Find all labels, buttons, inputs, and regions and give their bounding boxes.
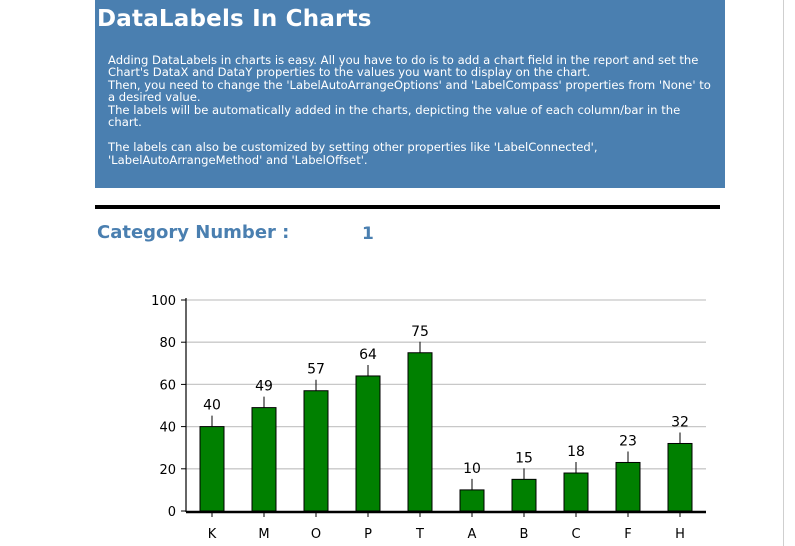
bar bbox=[563, 472, 589, 512]
description-paragraph: The labels will be automatically added i… bbox=[108, 102, 681, 130]
y-tick-label: 100 bbox=[151, 294, 176, 309]
x-tick-label: T bbox=[415, 527, 424, 542]
data-label: 18 bbox=[567, 444, 585, 460]
header-panel: DataLabels In Charts Adding DataLabels i… bbox=[95, 0, 725, 188]
bar bbox=[303, 390, 329, 512]
page-edge-line bbox=[783, 0, 784, 546]
bar bbox=[407, 352, 433, 512]
data-label: 32 bbox=[671, 414, 689, 430]
x-tick-label: K bbox=[208, 527, 217, 542]
x-tick-label: B bbox=[520, 527, 529, 542]
y-tick-label: 60 bbox=[159, 378, 176, 393]
data-label: 49 bbox=[255, 379, 273, 395]
data-label: 40 bbox=[203, 398, 221, 414]
description-paragraph: Adding DataLabels in charts is easy. All… bbox=[108, 53, 699, 80]
bar bbox=[511, 478, 537, 512]
x-tick-label: A bbox=[468, 527, 477, 542]
bar bbox=[199, 426, 225, 512]
page-title: DataLabels In Charts bbox=[97, 6, 372, 32]
category-label: Category Number : bbox=[97, 222, 290, 243]
data-label: 64 bbox=[359, 347, 377, 363]
bar bbox=[251, 407, 277, 512]
y-tick-label: 20 bbox=[159, 463, 176, 478]
category-value: 1 bbox=[362, 224, 374, 244]
bar bbox=[459, 489, 485, 512]
x-tick-label: H bbox=[675, 527, 685, 542]
data-label: 57 bbox=[307, 362, 325, 378]
x-tick-label: F bbox=[624, 527, 631, 542]
y-tick-label: 80 bbox=[159, 336, 176, 351]
x-tick-label: M bbox=[258, 527, 269, 542]
y-tick-label: 40 bbox=[159, 421, 176, 436]
description: Adding DataLabels in charts is easy. All… bbox=[108, 54, 712, 166]
description-paragraph: The labels can also be customized by set… bbox=[108, 140, 598, 167]
bar bbox=[667, 442, 693, 512]
data-label: 10 bbox=[463, 461, 481, 477]
description-paragraph: Then, you need to change the 'LabelAutoA… bbox=[108, 77, 711, 105]
x-tick-label: C bbox=[571, 527, 580, 542]
data-label: 75 bbox=[411, 324, 429, 340]
x-tick-label: P bbox=[364, 527, 372, 542]
section-divider bbox=[95, 205, 720, 209]
bar bbox=[355, 375, 381, 512]
bar bbox=[615, 461, 641, 512]
data-label: 23 bbox=[619, 433, 637, 449]
y-tick-label: 0 bbox=[168, 505, 176, 520]
x-tick-label: O bbox=[311, 527, 321, 542]
data-label: 15 bbox=[515, 450, 533, 466]
